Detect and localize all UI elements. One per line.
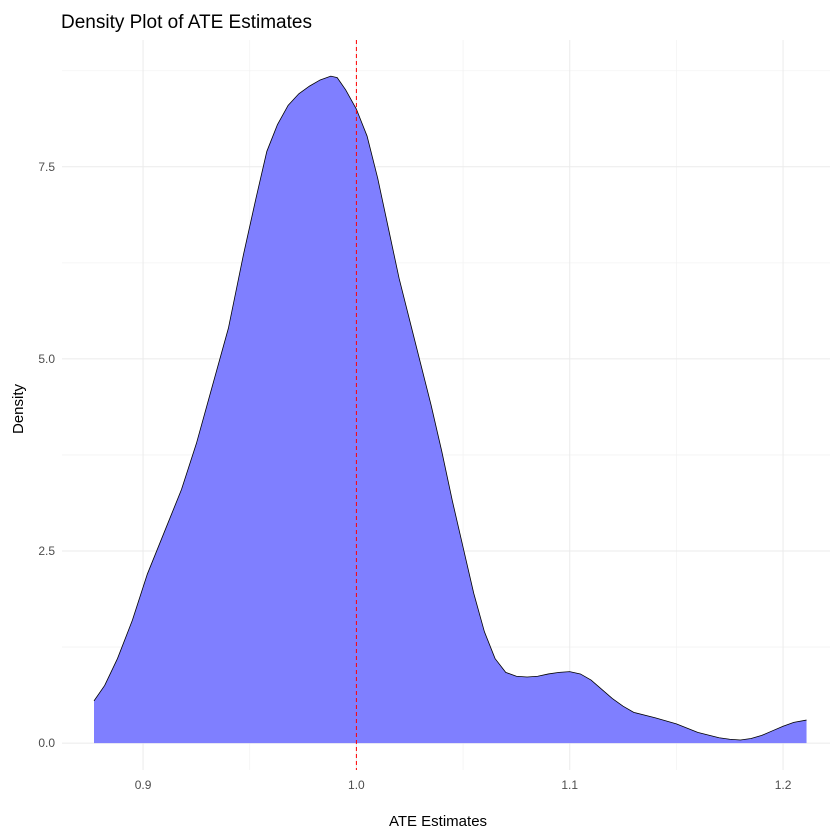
x-axis-ticks: 0.9 1.0 1.1 1.2 (135, 778, 792, 792)
y-tick-label: 2.5 (38, 544, 55, 558)
y-axis-title: Density (10, 383, 27, 434)
y-tick-label: 5.0 (38, 352, 55, 366)
y-tick-label: 7.5 (38, 160, 55, 174)
x-tick-label: 0.9 (135, 778, 152, 792)
x-axis-title: ATE Estimates (389, 813, 487, 830)
density-area (94, 76, 807, 744)
x-tick-label: 1.0 (348, 778, 365, 792)
y-tick-label: 0.0 (38, 736, 55, 750)
x-tick-label: 1.1 (561, 778, 578, 792)
x-tick-label: 1.2 (775, 778, 792, 792)
density-line (93, 75, 807, 741)
chart-title: Density Plot of ATE Estimates (61, 12, 312, 33)
y-axis-ticks: 0.0 2.5 5.0 7.5 (38, 160, 55, 750)
